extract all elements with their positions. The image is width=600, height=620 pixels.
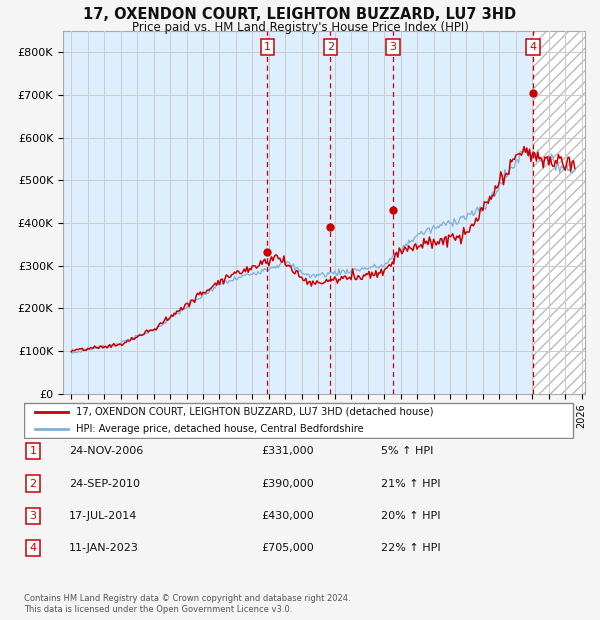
Text: £331,000: £331,000 (261, 446, 314, 456)
Bar (533, 31, 585, 394)
Text: 3: 3 (29, 511, 37, 521)
Bar (63, 31, 533, 394)
Text: 17, OXENDON COURT, LEIGHTON BUZZARD, LU7 3HD: 17, OXENDON COURT, LEIGHTON BUZZARD, LU7… (83, 7, 517, 22)
Text: 2: 2 (326, 42, 334, 52)
Text: £705,000: £705,000 (261, 543, 314, 553)
Text: 11-JAN-2023: 11-JAN-2023 (69, 543, 139, 553)
Text: 22% ↑ HPI: 22% ↑ HPI (381, 543, 440, 553)
Bar (533, 31, 585, 394)
Text: £390,000: £390,000 (261, 479, 314, 489)
Text: 17, OXENDON COURT, LEIGHTON BUZZARD, LU7 3HD (detached house): 17, OXENDON COURT, LEIGHTON BUZZARD, LU7… (76, 407, 434, 417)
Text: 20% ↑ HPI: 20% ↑ HPI (381, 511, 440, 521)
Text: £430,000: £430,000 (261, 511, 314, 521)
Text: 3: 3 (389, 42, 397, 52)
Text: Price paid vs. HM Land Registry's House Price Index (HPI): Price paid vs. HM Land Registry's House … (131, 21, 469, 34)
Text: 1: 1 (29, 446, 37, 456)
Text: 1: 1 (263, 42, 271, 52)
Text: 17-JUL-2014: 17-JUL-2014 (69, 511, 137, 521)
Text: 21% ↑ HPI: 21% ↑ HPI (381, 479, 440, 489)
Text: 24-NOV-2006: 24-NOV-2006 (69, 446, 143, 456)
Text: 2: 2 (29, 479, 37, 489)
Text: 24-SEP-2010: 24-SEP-2010 (69, 479, 140, 489)
Text: Contains HM Land Registry data © Crown copyright and database right 2024.
This d: Contains HM Land Registry data © Crown c… (24, 595, 350, 614)
Text: 4: 4 (29, 543, 37, 553)
Text: HPI: Average price, detached house, Central Bedfordshire: HPI: Average price, detached house, Cent… (76, 424, 364, 434)
Text: 5% ↑ HPI: 5% ↑ HPI (381, 446, 433, 456)
Text: 4: 4 (529, 42, 536, 52)
FancyBboxPatch shape (24, 402, 573, 438)
